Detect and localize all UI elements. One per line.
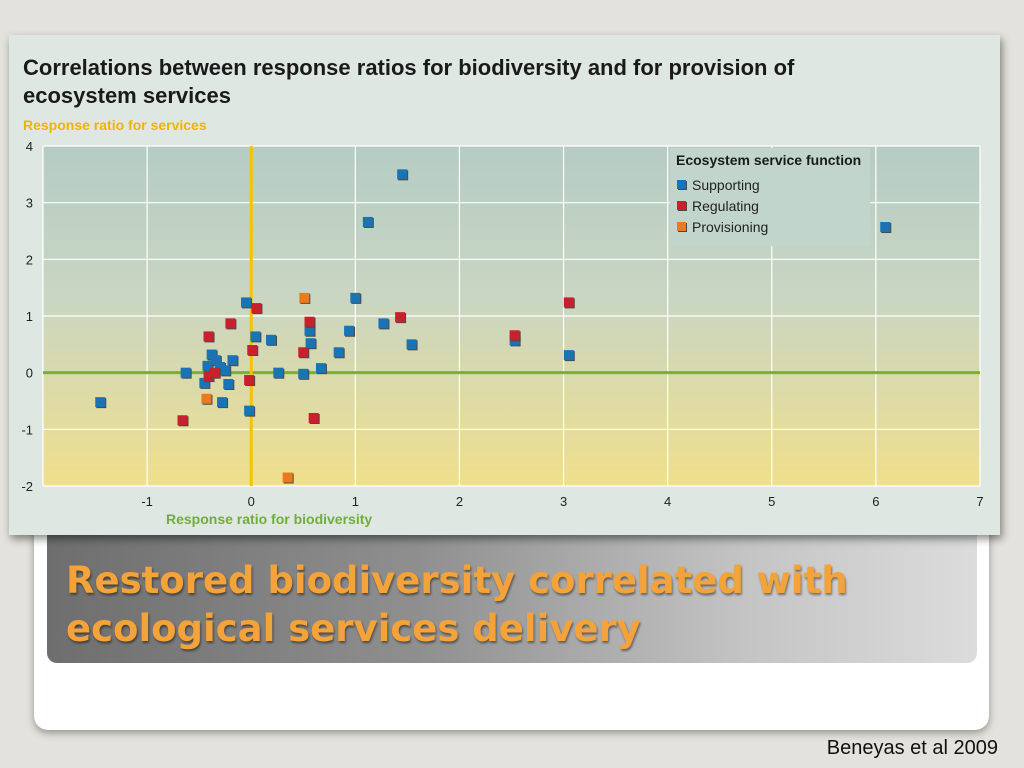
point-regulating xyxy=(308,413,320,424)
point-regulating xyxy=(225,318,237,330)
point-supporting xyxy=(333,347,345,359)
point-supporting xyxy=(180,367,192,379)
x-tick-label: -1 xyxy=(141,494,153,509)
point-provisioning xyxy=(299,292,311,304)
y-tick-label: -1 xyxy=(21,422,33,437)
y-tick-label: 3 xyxy=(26,196,33,211)
legend-background xyxy=(670,148,870,246)
point-regulating xyxy=(304,316,316,328)
legend-label-provisioning: Provisioning xyxy=(692,219,768,235)
y-tick-label: 2 xyxy=(26,252,33,267)
point-regulating xyxy=(251,303,263,315)
x-tick-label: 0 xyxy=(248,494,255,509)
point-supporting xyxy=(266,334,278,346)
point-supporting xyxy=(378,318,390,330)
point-supporting xyxy=(315,363,327,375)
point-provisioning xyxy=(282,472,294,484)
x-tick-label: 1 xyxy=(352,494,359,509)
point-supporting xyxy=(241,297,253,309)
legend-title: Ecosystem service function xyxy=(676,152,861,168)
point-supporting xyxy=(880,222,892,234)
x-axis-label: Response ratio for biodiversity xyxy=(166,511,373,527)
legend-swatch-regulating xyxy=(677,201,686,210)
point-regulating xyxy=(563,297,575,309)
point-regulating xyxy=(177,415,189,427)
point-supporting xyxy=(362,216,374,228)
point-supporting xyxy=(244,405,256,417)
x-tick-label: 6 xyxy=(872,494,879,509)
point-regulating xyxy=(244,375,256,387)
y-tick-label: 4 xyxy=(26,139,33,154)
point-supporting xyxy=(563,350,575,362)
x-tick-label: 2 xyxy=(456,494,463,509)
point-supporting xyxy=(217,397,229,409)
point-supporting xyxy=(95,397,107,409)
point-regulating xyxy=(203,331,215,343)
point-supporting xyxy=(344,325,356,337)
point-regulating xyxy=(247,345,259,356)
zero-lines xyxy=(43,146,980,486)
legend-swatch-provisioning xyxy=(677,222,686,231)
x-tick-label: 7 xyxy=(976,494,983,509)
y-tick-label: 0 xyxy=(26,366,33,381)
chart-title: Correlations between response ratios for… xyxy=(23,55,795,108)
point-regulating xyxy=(298,347,310,359)
x-tick-label: 5 xyxy=(768,494,775,509)
legend: Ecosystem service function Supporting Reg… xyxy=(670,148,870,246)
legend-swatch-supporting xyxy=(677,180,686,189)
tick-labels: -1 0 1 2 3 4 5 6 7 4 3 2 1 0 -1 -2 xyxy=(21,139,983,509)
x-tick-label: 3 xyxy=(560,494,567,509)
point-supporting xyxy=(298,368,310,380)
point-supporting xyxy=(406,339,418,351)
point-supporting xyxy=(223,379,235,390)
point-supporting xyxy=(210,355,222,367)
y-tick-label: 1 xyxy=(26,309,33,324)
y-axis-label: Response ratio for services xyxy=(23,117,207,133)
point-provisioning xyxy=(201,393,213,405)
point-supporting xyxy=(250,331,262,343)
point-supporting xyxy=(305,338,317,350)
point-regulating xyxy=(395,312,407,324)
slide-title: Restored biodiversity correlated with ec… xyxy=(66,559,848,650)
x-tick-label: 4 xyxy=(664,494,671,509)
point-supporting xyxy=(273,367,285,379)
citation: Beneyas et al 2009 xyxy=(826,737,998,759)
point-regulating xyxy=(209,367,221,379)
point-supporting xyxy=(227,355,239,367)
point-regulating xyxy=(203,371,215,383)
point-supporting xyxy=(220,365,232,377)
point-supporting xyxy=(199,377,211,389)
point-supporting xyxy=(397,169,409,181)
legend-label-regulating: Regulating xyxy=(692,198,759,214)
point-regulating xyxy=(509,330,521,342)
y-tick-label: -2 xyxy=(21,479,33,494)
legend-label-supporting: Supporting xyxy=(692,177,760,193)
point-supporting xyxy=(304,325,316,337)
title-band xyxy=(47,520,977,663)
point-supporting xyxy=(350,292,362,304)
data-points xyxy=(95,169,892,484)
point-supporting xyxy=(202,360,214,372)
